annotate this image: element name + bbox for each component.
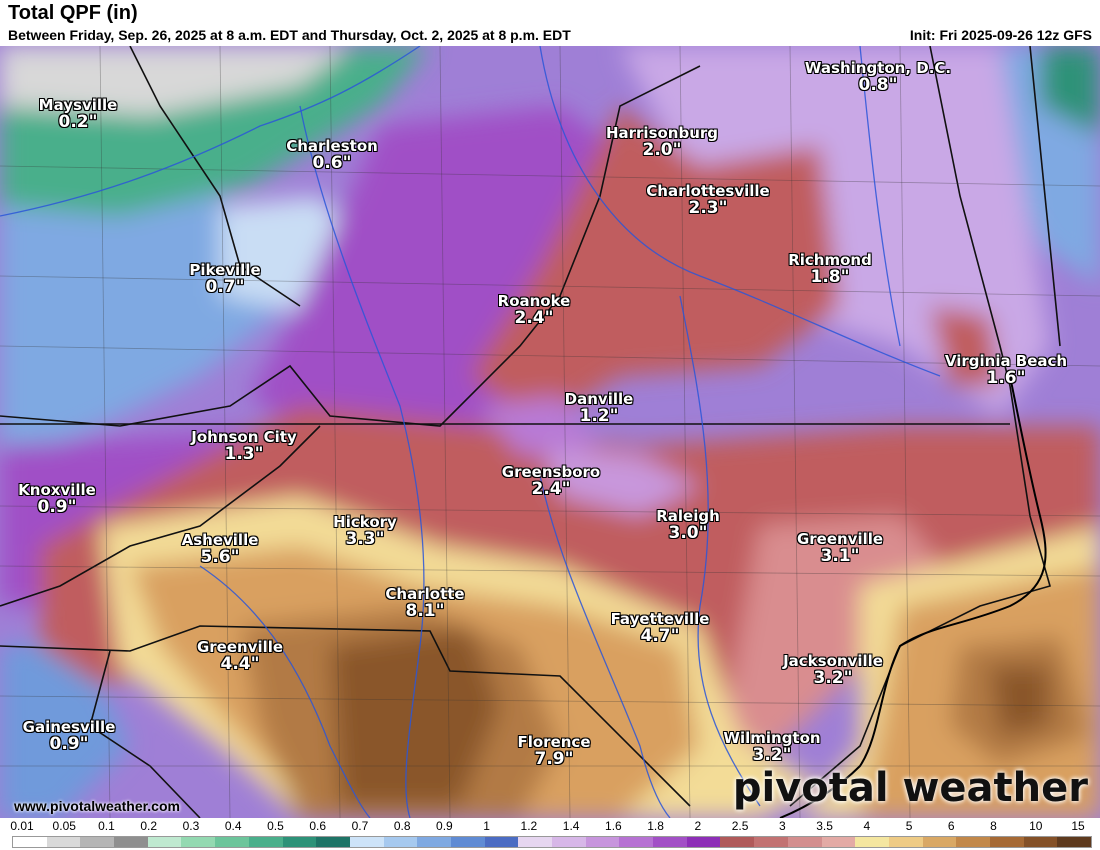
legend-swatch [13, 837, 47, 847]
legend-tick-label: 0.5 [267, 819, 284, 833]
legend-swatch [518, 837, 552, 847]
site-url[interactable]: www.pivotalweather.com [14, 798, 180, 814]
legend-swatch [855, 837, 889, 847]
legend-tick-label: 5 [905, 819, 913, 833]
legend-tick-label: 0.05 [52, 819, 76, 833]
city-label: Maysville 0.2" [38, 96, 118, 132]
model-init: Init: Fri 2025-09-26 12z GFS [909, 27, 1092, 43]
qpf-field [0, 46, 1100, 818]
legend-swatch [754, 837, 788, 847]
legend-swatch [619, 837, 654, 847]
brand-watermark: pivotal weather [732, 765, 1088, 811]
legend-swatch [248, 837, 283, 847]
city-label: Charleston 0.6" [286, 137, 378, 173]
legend-swatch [787, 837, 822, 847]
precipitation-map[interactable]: Maysville 0.2" Charleston 0.6" Washington,… [0, 46, 1100, 818]
city-label: Knoxville 0.9" [18, 481, 96, 517]
city-label: Wilmington 3.2" [723, 729, 821, 765]
city-label: Hickory 3.3" [333, 513, 397, 549]
city-label: Asheville 5.6" [181, 531, 259, 567]
legend-tick-labels: 0.01 0.05 0.1 0.2 0.3 0.4 0.5 0.6 0.7 0.8 0.9 1 1.2 1… [0, 819, 1100, 835]
city-label: Roanoke 2.4" [497, 292, 571, 328]
legend-swatch [181, 837, 216, 847]
state-borders [0, 46, 1061, 818]
legend-swatch [922, 837, 957, 847]
legend-tick-label: 0.9 [436, 819, 453, 833]
legend-tick-label: 4 [863, 819, 871, 833]
legend-swatch [585, 837, 620, 847]
legend-tick-label: 1.6 [605, 819, 622, 833]
legend-tick-label: 1.4 [562, 819, 580, 833]
legend-tick-label: 15 [1071, 819, 1085, 833]
legend-tick-label: 10 [1029, 819, 1043, 833]
legend-tick-label: 0.6 [309, 819, 327, 833]
legend-swatch [821, 837, 856, 847]
legend-swatch [1023, 837, 1058, 847]
city-label: Greensboro 2.4" [501, 463, 601, 499]
legend-tick-label: 2 [694, 819, 702, 833]
legend-swatch [552, 837, 586, 847]
legend-swatch [720, 837, 755, 847]
legend-swatch [147, 837, 182, 847]
city-label: Raleigh 3.0" [656, 507, 720, 543]
legend-swatch [282, 837, 317, 847]
legend-color-bar [12, 836, 1092, 848]
legend-swatch [383, 837, 418, 847]
city-label: Florence 7.9" [517, 733, 591, 769]
rivers [0, 46, 941, 818]
legend-tick-label: 0.3 [182, 819, 200, 833]
legend-tick-label: 6 [947, 819, 955, 833]
legend-tick-label: 2.5 [731, 819, 749, 833]
city-label: Fayetteville 4.7" [610, 610, 710, 646]
city-label: Richmond 1.8" [788, 251, 872, 287]
city-label: Gainesville 0.9" [22, 718, 116, 754]
legend-tick-label: 0.7 [351, 819, 369, 833]
legend-swatch [450, 837, 485, 847]
legend-tick-label: 0.01 [10, 819, 34, 833]
legend-tick-label: 1.2 [520, 819, 538, 833]
city-label: Danville 1.2" [564, 390, 634, 426]
legend-tick-label: 0.2 [140, 819, 158, 833]
legend-swatch [316, 837, 350, 847]
legend-swatch [653, 837, 687, 847]
legend-swatch [1057, 837, 1091, 847]
city-label: Pikeville 0.7" [189, 261, 261, 297]
legend-tick-label: 3.5 [816, 819, 833, 833]
legend-swatch [989, 837, 1024, 847]
legend-swatch [349, 837, 384, 847]
legend-tick-label: 8 [990, 819, 997, 833]
city-label: Virginia Beach 1.6" [944, 352, 1068, 388]
legend-tick-label: 1 [483, 819, 490, 833]
legend-swatch [484, 837, 519, 847]
city-label: Greenville 4.4" [196, 638, 284, 674]
legend-swatch [80, 837, 115, 847]
legend-tick-label: 3 [778, 819, 786, 833]
city-label: Charlottesville 2.3" [646, 182, 770, 218]
city-label: Jacksonville 3.2" [783, 652, 883, 688]
map-title: Total QPF (in) [8, 2, 138, 24]
legend-swatch [888, 837, 923, 847]
legend-swatch [417, 837, 451, 847]
legend-swatch [956, 837, 990, 847]
legend-tick-label: 1.8 [647, 819, 664, 833]
legend-tick-label: 0.4 [224, 819, 242, 833]
legend-swatch [215, 837, 249, 847]
legend-tick-label: 0.8 [393, 819, 411, 833]
valid-period: Between Friday, Sep. 26, 2025 at 8 a.m. … [8, 27, 571, 43]
city-label: Washington, D.C. 0.8" [804, 59, 952, 95]
legend-swatch [686, 837, 721, 847]
legend-swatch [46, 837, 81, 847]
legend-tick-label: 0.1 [98, 819, 115, 833]
color-legend: 0.01 0.05 0.1 0.2 0.3 0.4 0.5 0.6 0.7 0.8 0.9 1 1.2 1… [0, 818, 1100, 850]
legend-swatch [114, 837, 148, 847]
city-label: Harrisonburg 2.0" [605, 124, 719, 160]
map-header: Total QPF (in) Between Friday, Sep. 26, … [0, 0, 1100, 46]
city-label: Charlotte 8.1" [385, 585, 465, 621]
city-label: Johnson City 1.3" [191, 428, 297, 464]
city-label: Greenville 3.1" [796, 530, 884, 566]
